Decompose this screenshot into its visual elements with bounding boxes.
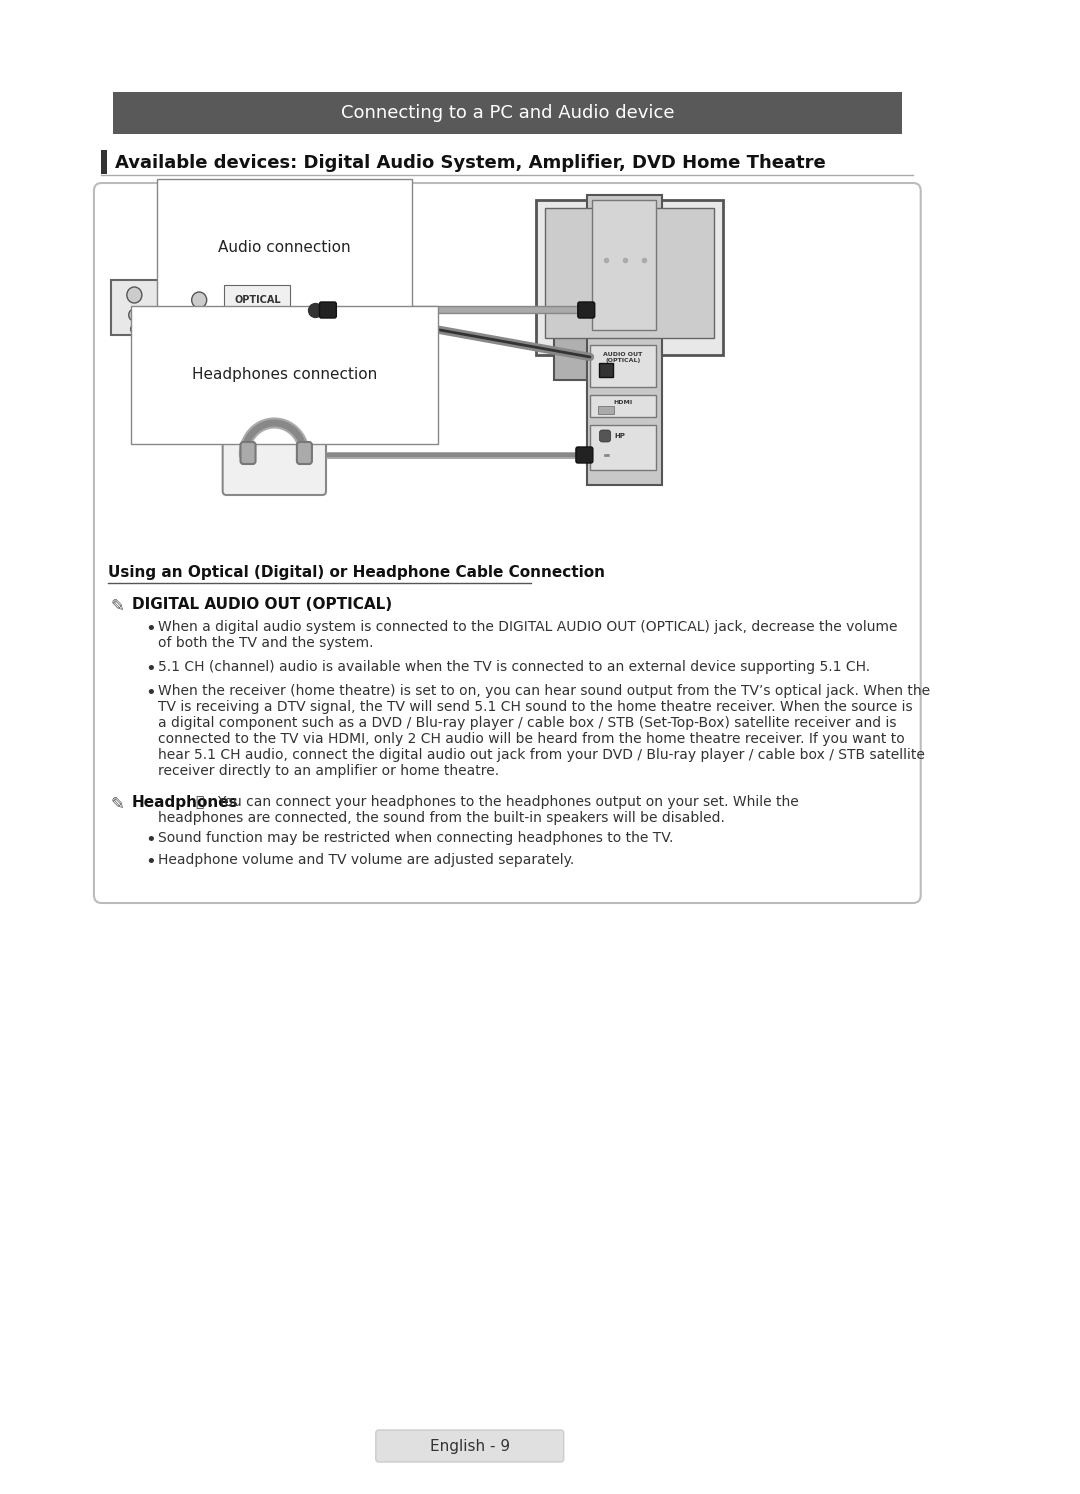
Text: ✎: ✎	[111, 598, 124, 616]
Text: Audio connection: Audio connection	[218, 241, 351, 255]
Text: 5.1 CH (channel) audio is available when the TV is connected to an external devi: 5.1 CH (channel) audio is available when…	[158, 660, 870, 674]
FancyBboxPatch shape	[241, 442, 256, 465]
Bar	[536, 200, 724, 356]
Text: a digital component such as a DVD / Blu-ray player / cable box / STB (Set-Top-Bo: a digital component such as a DVD / Blu-…	[158, 716, 896, 731]
FancyBboxPatch shape	[320, 302, 336, 318]
Bar	[590, 424, 656, 471]
Text: : You can connect your headphones to the headphones output on your set. While th: : You can connect your headphones to the…	[208, 795, 798, 808]
Text: When a digital audio system is connected to the DIGITAL AUDIO OUT (OPTICAL) jack: When a digital audio system is connected…	[158, 620, 897, 633]
Circle shape	[129, 309, 140, 321]
Circle shape	[193, 312, 205, 324]
Text: headphones are connected, the sound from the built-in speakers will be disabled.: headphones are connected, the sound from…	[158, 811, 725, 825]
FancyBboxPatch shape	[222, 400, 326, 495]
Bar	[554, 260, 639, 379]
Bar	[588, 196, 662, 486]
Bar	[590, 394, 656, 417]
FancyBboxPatch shape	[576, 447, 593, 463]
Text: of both the TV and the system.: of both the TV and the system.	[158, 636, 374, 650]
Text: Available devices: Digital Audio System, Amplifier, DVD Home Theatre: Available devices: Digital Audio System,…	[114, 154, 825, 172]
Text: HP: HP	[615, 433, 625, 439]
Text: TV is receiving a DTV signal, the TV will send 5.1 CH sound to the home theatre : TV is receiving a DTV signal, the TV wil…	[158, 701, 913, 714]
Text: connected to the TV via HDMI, only 2 CH audio will be heard from the home theatr: connected to the TV via HDMI, only 2 CH …	[158, 732, 905, 746]
Text: English - 9: English - 9	[430, 1439, 510, 1454]
Circle shape	[191, 291, 206, 308]
Text: Sound function may be restricted when connecting headphones to the TV.: Sound function may be restricted when co…	[158, 831, 673, 846]
Text: Using an Optical (Digital) or Headphone Cable Connection: Using an Optical (Digital) or Headphone …	[108, 565, 605, 580]
FancyBboxPatch shape	[376, 1430, 564, 1463]
FancyBboxPatch shape	[94, 182, 921, 902]
Bar	[610, 356, 648, 368]
Text: When the receiver (home theatre) is set to on, you can hear sound output from th: When the receiver (home theatre) is set …	[158, 684, 930, 698]
Text: Connecting to a PC and Audio device: Connecting to a PC and Audio device	[340, 105, 674, 123]
Bar	[244, 314, 271, 326]
Text: •: •	[146, 684, 157, 702]
Text: Headphones connection: Headphones connection	[192, 368, 377, 382]
Text: 🎧: 🎧	[195, 795, 204, 808]
Bar	[222, 285, 293, 330]
Text: hear 5.1 CH audio, connect the digital audio out jack from your DVD / Blu-ray pl: hear 5.1 CH audio, connect the digital a…	[158, 748, 924, 762]
FancyBboxPatch shape	[578, 302, 595, 318]
Text: AUDIO OUT: AUDIO OUT	[604, 353, 643, 357]
Bar	[592, 200, 656, 330]
Text: ✎: ✎	[111, 795, 124, 813]
Bar	[184, 285, 216, 335]
Text: •: •	[146, 853, 157, 871]
Bar	[102, 149, 107, 173]
Text: HDMI: HDMI	[613, 400, 633, 405]
Circle shape	[131, 326, 138, 333]
Text: DIGITAL AUDIO OUT (OPTICAL): DIGITAL AUDIO OUT (OPTICAL)	[132, 598, 392, 613]
Bar	[590, 345, 656, 387]
Circle shape	[126, 287, 141, 303]
Text: •: •	[146, 831, 157, 849]
Text: (OPTICAL): (OPTICAL)	[605, 359, 640, 363]
Bar	[599, 363, 612, 376]
Bar	[545, 208, 714, 338]
Text: •: •	[146, 620, 157, 638]
Bar	[112, 93, 902, 134]
Bar	[598, 406, 613, 414]
Text: Headphones: Headphones	[132, 795, 239, 810]
Text: Headphone volume and TV volume are adjusted separately.: Headphone volume and TV volume are adjus…	[158, 853, 575, 867]
Text: receiver directly to an amplifier or home theatre.: receiver directly to an amplifier or hom…	[158, 763, 499, 778]
Text: OPTICAL: OPTICAL	[234, 294, 281, 305]
Text: •: •	[146, 660, 157, 678]
Bar	[111, 279, 158, 335]
FancyBboxPatch shape	[297, 442, 312, 465]
FancyBboxPatch shape	[599, 430, 610, 442]
